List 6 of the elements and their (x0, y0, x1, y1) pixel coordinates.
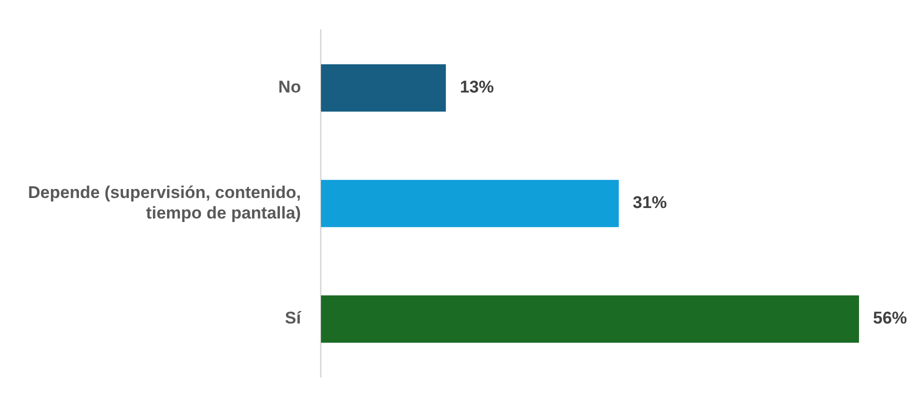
data-label: 13% (460, 78, 494, 97)
data-label: 56% (873, 308, 908, 328)
y-tick-label: No (278, 78, 301, 97)
y-tick-label: Depende (supervisión, contenido, tiempo de pantalla) (28, 182, 301, 222)
data-label: 31% (632, 193, 667, 212)
y-tick-label: Sí (284, 308, 302, 328)
